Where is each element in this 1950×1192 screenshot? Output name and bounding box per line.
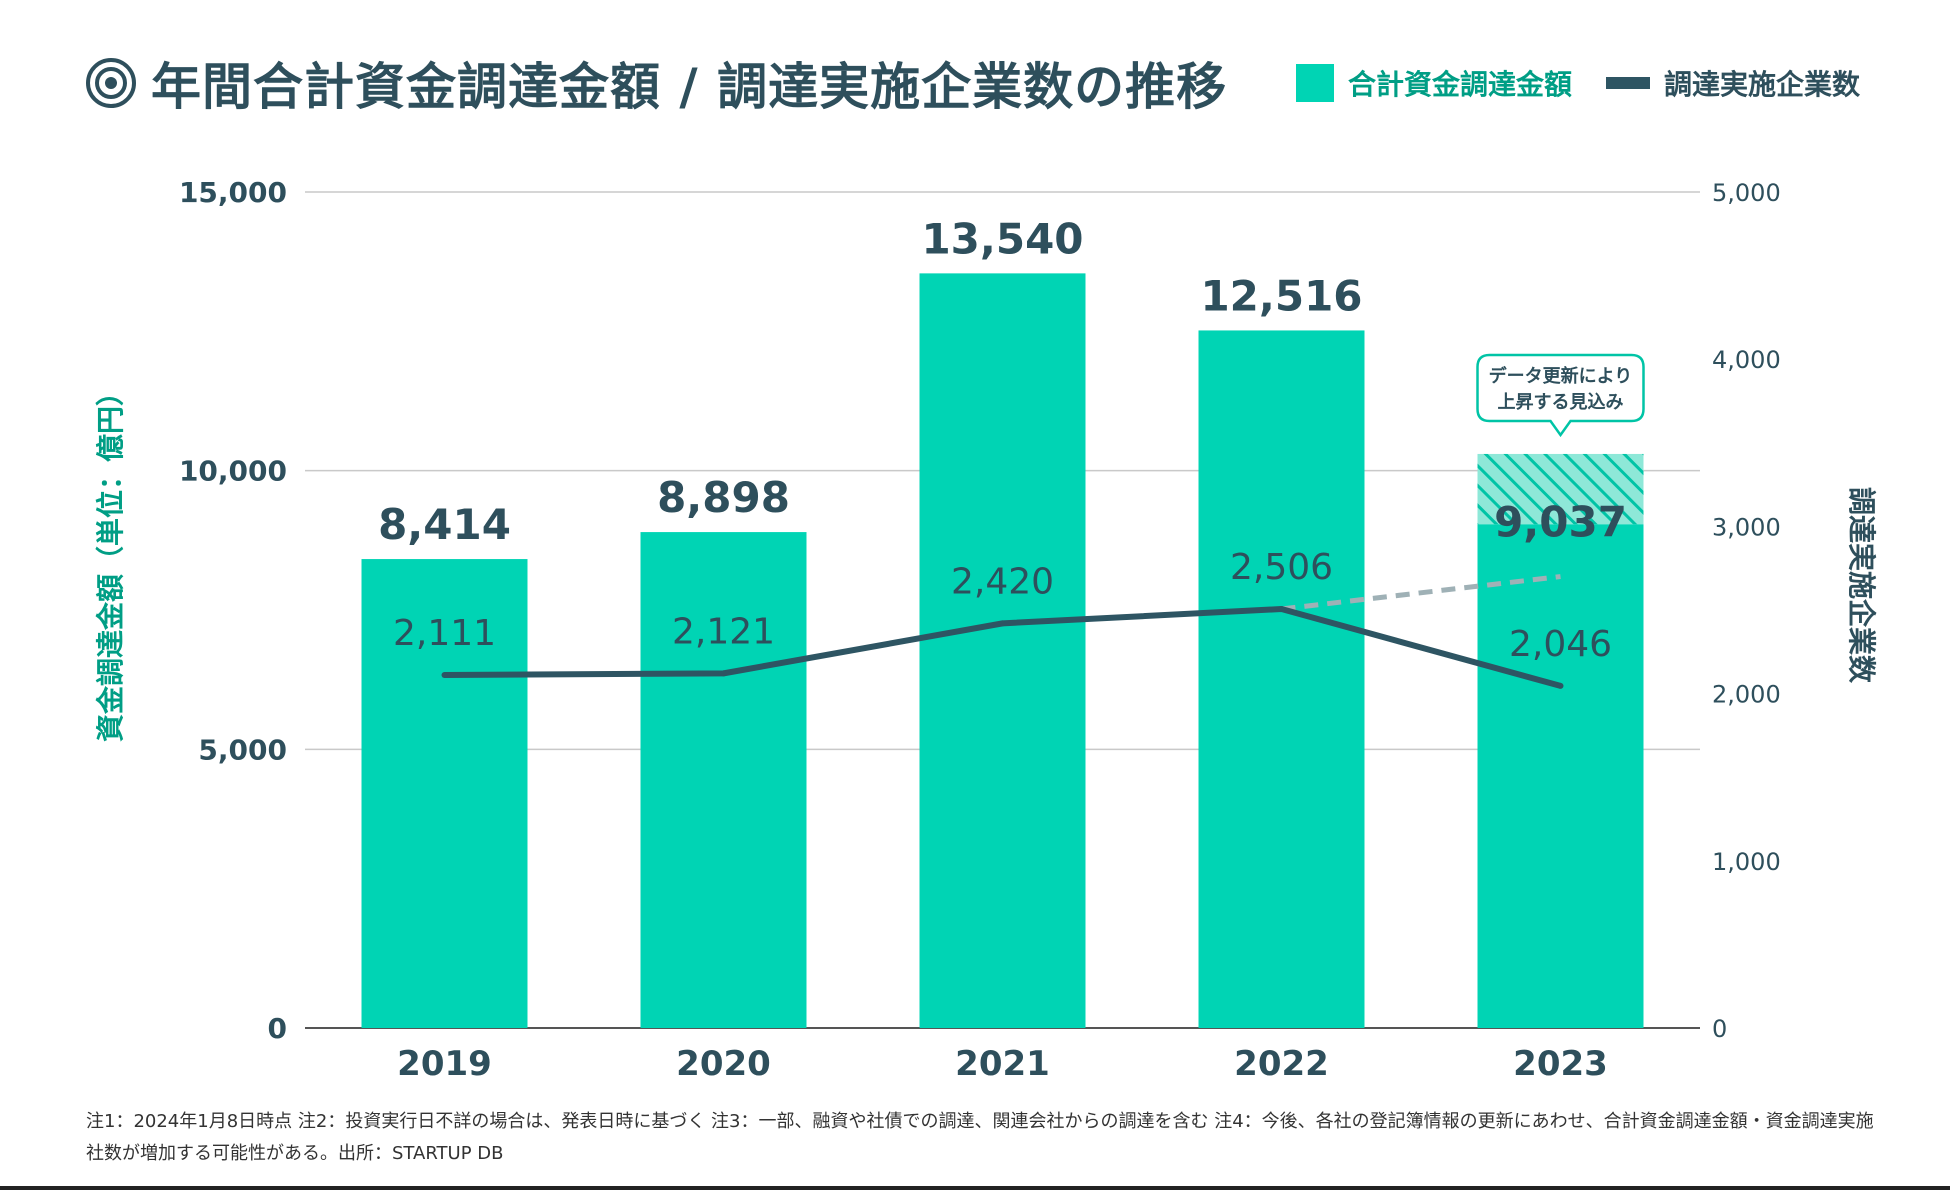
line-point — [999, 620, 1006, 627]
callout-text: データ更新により — [1489, 365, 1633, 387]
line-point — [1278, 605, 1285, 612]
y2-tick-label: 5,000 — [1712, 179, 1781, 207]
x-tick-label: 2020 — [676, 1044, 771, 1084]
y-tick-label: 0 — [268, 1012, 287, 1045]
bottom-rule — [0, 1186, 1950, 1190]
line-point — [720, 670, 727, 677]
bar-value-label: 9,037 — [1494, 497, 1627, 546]
line-point — [441, 672, 448, 679]
line-value-label: 2,506 — [1230, 547, 1333, 588]
bar — [640, 532, 807, 1028]
x-tick-label: 2022 — [1234, 1044, 1329, 1084]
y2-axis-title: 調達実施企業数 — [1845, 487, 1878, 684]
legend-bar-label: 合計資金調達金額 — [1347, 68, 1572, 101]
bar — [361, 559, 528, 1028]
legend-line-label: 調達実施企業数 — [1663, 68, 1860, 101]
line-value-label: 2,420 — [951, 561, 1054, 602]
line-point — [1557, 682, 1564, 689]
bar-value-label: 8,898 — [657, 473, 790, 522]
line-value-label: 2,121 — [672, 611, 775, 652]
callout-text: 上昇する見込み — [1498, 392, 1624, 413]
bar-value-label: 12,516 — [1200, 271, 1362, 320]
bar-value-label: 8,414 — [378, 500, 511, 549]
y2-tick-label: 2,000 — [1712, 681, 1781, 709]
y-tick-label: 10,000 — [179, 455, 287, 488]
footnote: 注1：2024年1月8日時点 注2：投資実行日不詳の場合は、発表日時に基づく 注… — [86, 1111, 1874, 1164]
x-tick-label: 2023 — [1513, 1044, 1608, 1084]
bar-projected-extension — [1477, 453, 1644, 525]
bar — [1477, 524, 1644, 1028]
line-value-label: 2,111 — [393, 613, 496, 654]
callout-bubble — [1476, 353, 1645, 438]
chart-title: 年間合計資金調達金額 / 調達実施企業数の推移 — [151, 58, 1228, 116]
y-axis-title: 資金調達金額（単位：億円） — [94, 378, 127, 742]
bar — [919, 273, 1086, 1028]
y2-tick-label: 4,000 — [1712, 346, 1781, 374]
title-row: 年間合計資金調達金額 / 調達実施企業数の推移 — [85, 48, 1227, 118]
line-value-label: 2,046 — [1509, 624, 1612, 665]
y2-tick-label: 0 — [1712, 1015, 1727, 1043]
x-tick-label: 2019 — [397, 1044, 492, 1084]
y-tick-label: 15,000 — [179, 176, 287, 209]
chart: 0 5,000 10,000 15,000 0 1,000 2,000 3,000 4,000 5… — [94, 176, 1878, 1084]
legend: 合計資金調達金額 調達実施企業数 — [1295, 58, 1860, 108]
x-tick-label: 2021 — [955, 1044, 1050, 1084]
bar-value-label: 13,540 — [921, 214, 1083, 263]
bar — [1198, 330, 1365, 1028]
projected-dashed-line — [1281, 574, 1561, 612]
y2-tick-label: 1,000 — [1712, 848, 1781, 876]
legend-line-swatch — [1605, 77, 1650, 89]
y2-tick-label: 3,000 — [1712, 513, 1781, 541]
legend-bar-swatch — [1295, 64, 1334, 102]
target-icon — [86, 58, 136, 108]
y-tick-label: 5,000 — [198, 733, 287, 766]
